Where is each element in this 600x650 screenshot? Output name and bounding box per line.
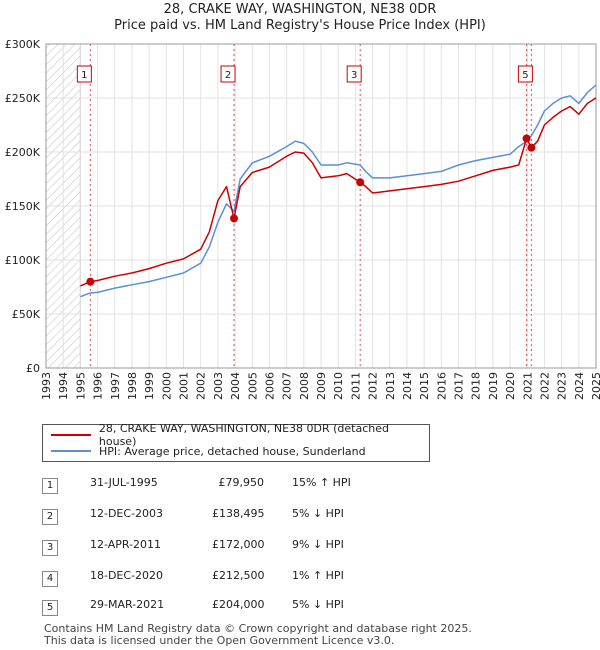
legend: 28, CRAKE WAY, WASHINGTON, NE38 0DR (det… xyxy=(42,422,430,462)
sale-point xyxy=(356,178,365,187)
y-tick-label: £200K xyxy=(5,146,41,159)
sale-number-box: 5 xyxy=(42,600,58,616)
x-tick-label: 2010 xyxy=(332,372,345,400)
x-tick-label: 2005 xyxy=(246,372,259,400)
sale-date: 18-DEC-2020 xyxy=(90,569,164,582)
x-tick-label: 1994 xyxy=(57,372,70,400)
sale-price: £172,000 xyxy=(212,538,265,551)
legend-swatch-property xyxy=(51,434,91,436)
x-tick-label: 2019 xyxy=(487,372,500,400)
x-tick-label: 2018 xyxy=(470,372,483,400)
price-chart: 1993 1994 1995 1996 1997 1998 1999 2000 2001 2002… xyxy=(5,38,600,400)
sale-hpi-diff: 5% ↓ HPI xyxy=(292,507,344,520)
x-tick-label: 1996 xyxy=(92,372,105,400)
x-tick-label: 2017 xyxy=(453,372,466,400)
x-tick-label: 2001 xyxy=(178,372,191,400)
x-tick-label: 2000 xyxy=(160,372,173,400)
x-tick-label: 2020 xyxy=(504,372,517,400)
sale-number-box: 4 xyxy=(42,571,58,587)
x-tick-label: 1995 xyxy=(74,372,87,400)
sale-point xyxy=(86,277,95,286)
sale-price: £212,500 xyxy=(212,569,265,582)
sale-date: 29-MAR-2021 xyxy=(90,598,165,611)
x-tick-label: 2004 xyxy=(229,372,242,400)
sale-hpi-diff: 9% ↓ HPI xyxy=(292,538,344,551)
sale-price: £138,495 xyxy=(212,507,265,520)
x-tick-label: 1998 xyxy=(126,372,139,400)
sale-number-box: 1 xyxy=(42,478,58,494)
legend-label-hpi: HPI: Average price, detached house, Sund… xyxy=(99,444,366,458)
chart-subtitle: Price paid vs. HM Land Registry's House … xyxy=(114,18,486,33)
sale-hpi-diff: 15% ↑ HPI xyxy=(292,476,351,489)
legend-swatch-hpi xyxy=(51,450,91,452)
x-tick-label: 2025 xyxy=(590,372,600,400)
sale-label-text: 3 xyxy=(351,70,357,81)
sale-price: £204,000 xyxy=(212,598,265,611)
x-tick-label: 2014 xyxy=(401,372,414,400)
x-tick-label: 2021 xyxy=(521,372,534,400)
sale-point xyxy=(230,214,239,223)
y-tick-label: £100K xyxy=(5,254,41,267)
y-tick-label: £150K xyxy=(5,200,41,213)
x-tick-label: 2003 xyxy=(212,372,225,400)
x-tick-label: 2015 xyxy=(418,372,431,400)
x-tick-label: 2023 xyxy=(556,372,569,400)
legend-item-hpi: HPI: Average price, detached house, Sund… xyxy=(51,443,366,459)
chart-title: 28, CRAKE WAY, WASHINGTON, NE38 0DR xyxy=(163,2,437,17)
y-tick-label: £300K xyxy=(5,38,41,51)
x-tick-label: 1997 xyxy=(109,372,122,400)
sale-price: £79,950 xyxy=(218,476,265,489)
x-tick-label: 2009 xyxy=(315,372,328,400)
sale-point xyxy=(527,143,536,152)
property-price-line xyxy=(80,97,597,287)
y-tick-label: £50K xyxy=(12,308,41,321)
x-tick-label: 2012 xyxy=(367,372,380,400)
x-tick-label: 1999 xyxy=(143,372,156,400)
legend-item-property: 28, CRAKE WAY, WASHINGTON, NE38 0DR (det… xyxy=(51,422,429,448)
hpi-line xyxy=(80,84,597,298)
x-tick-label: 2007 xyxy=(281,372,294,400)
sale-label-text: 1 xyxy=(81,70,87,81)
y-tick-label: £0 xyxy=(26,362,40,375)
x-tick-label: 2008 xyxy=(298,372,311,400)
x-tick-label: 2011 xyxy=(349,372,362,400)
sale-hpi-diff: 5% ↓ HPI xyxy=(292,598,344,611)
sale-label-box xyxy=(220,65,236,83)
sale-point xyxy=(522,134,531,143)
plot-border xyxy=(45,43,597,369)
x-tick-label: 2002 xyxy=(195,372,208,400)
sale-date: 12-DEC-2003 xyxy=(90,507,164,520)
sale-label-box xyxy=(346,65,362,83)
sale-label-box xyxy=(517,65,533,83)
sale-label-text: 5 xyxy=(522,70,528,81)
sale-date: 31-JUL-1995 xyxy=(90,476,158,489)
footer-licence: This data is licensed under the Open Gov… xyxy=(44,634,395,647)
x-tick-label: 2022 xyxy=(538,372,551,400)
x-tick-label: 2006 xyxy=(263,372,276,400)
x-tick-label: 2016 xyxy=(435,372,448,400)
legend-label-property: 28, CRAKE WAY, WASHINGTON, NE38 0DR (det… xyxy=(98,422,390,448)
footer-copyright: Contains HM Land Registry data © Crown c… xyxy=(44,622,472,635)
sale-number-box: 2 xyxy=(42,509,58,525)
x-tick-label: 1993 xyxy=(40,372,53,400)
x-tick-label: 2024 xyxy=(573,372,586,400)
sale-hpi-diff: 1% ↑ HPI xyxy=(292,569,344,582)
sale-number-box: 3 xyxy=(42,540,58,556)
sale-date: 12-APR-2011 xyxy=(90,538,162,551)
sale-label-text: 2 xyxy=(225,70,231,81)
sale-label-box xyxy=(76,65,92,83)
x-tick-label: 2013 xyxy=(384,372,397,400)
y-tick-label: £250K xyxy=(5,92,41,105)
